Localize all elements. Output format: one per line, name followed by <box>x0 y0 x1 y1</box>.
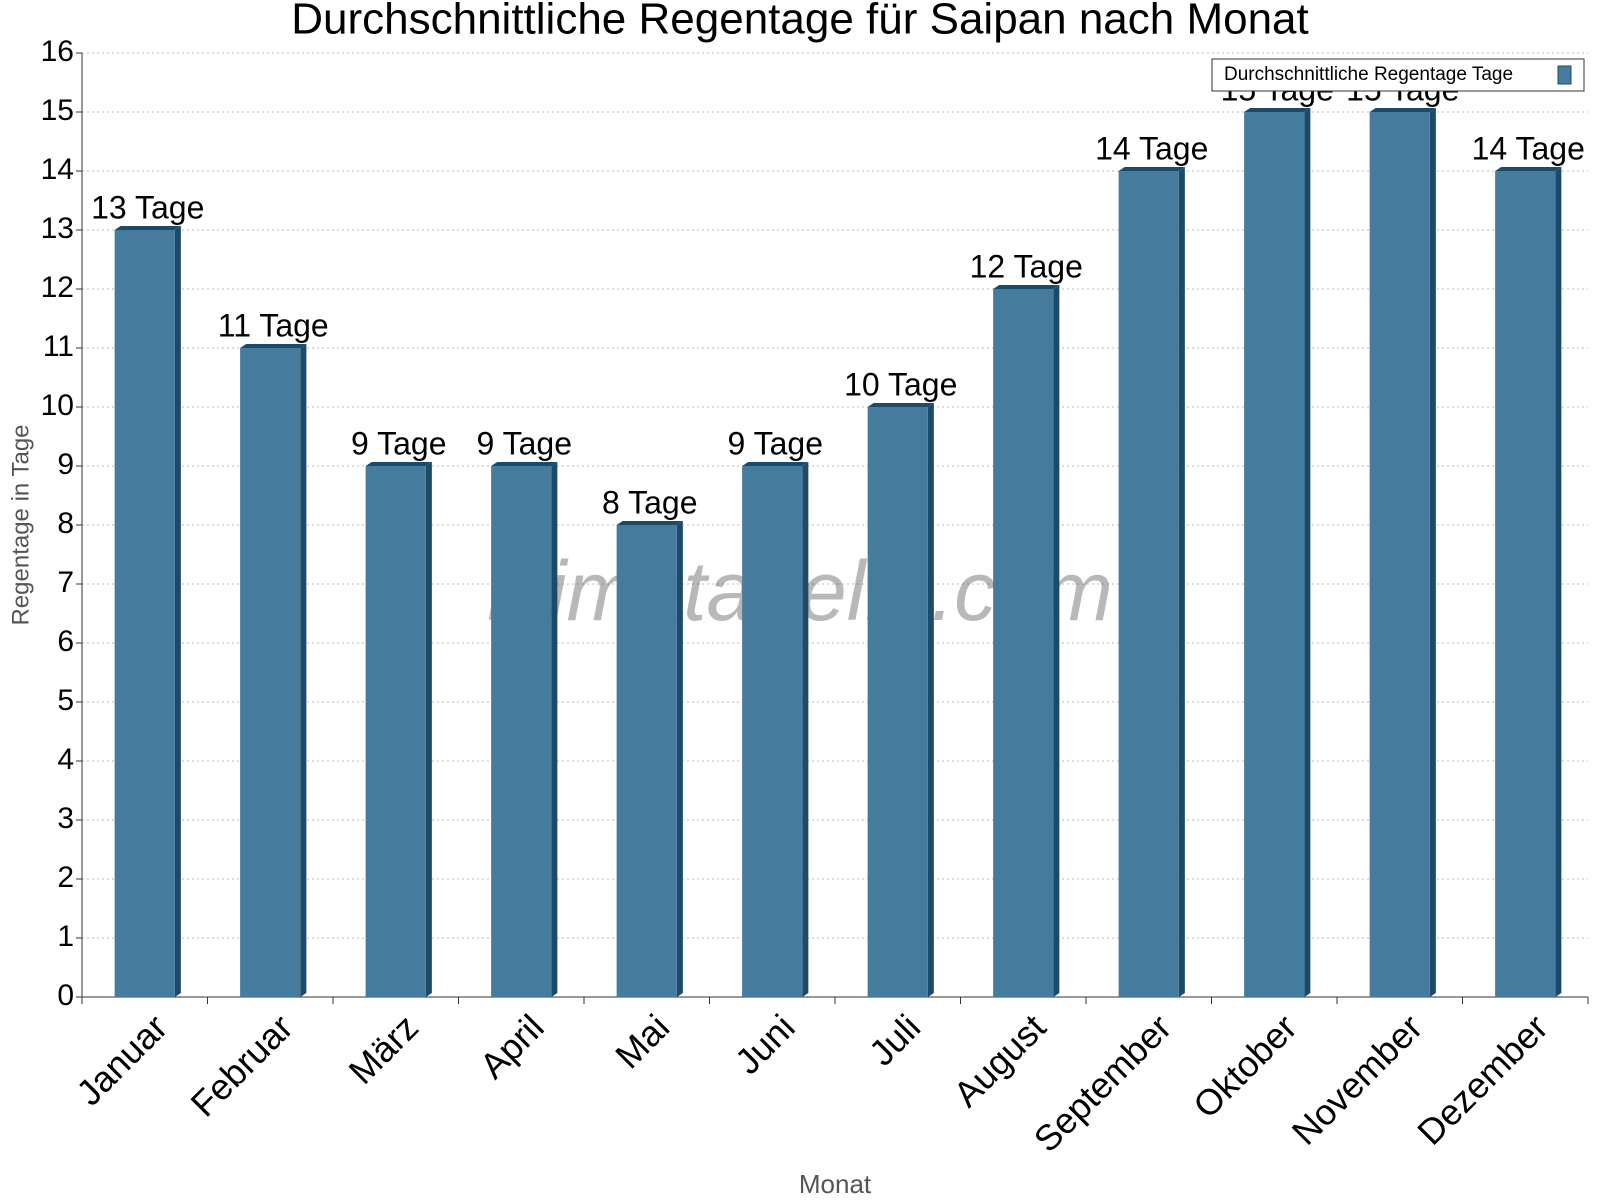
y-tick-label: 0 <box>57 979 74 1012</box>
bar-top <box>742 462 809 466</box>
x-tick-label: April <box>472 1006 552 1086</box>
bar <box>1118 171 1179 997</box>
value-label: 9 Tage <box>728 425 824 461</box>
value-label: 11 Tage <box>218 307 329 343</box>
x-tick-label: Oktober <box>1185 1006 1305 1126</box>
legend: Durchschnittliche Regentage Tage <box>1211 58 1585 92</box>
bar-side <box>1304 108 1311 997</box>
y-tick-label: 11 <box>43 330 74 363</box>
y-tick-label: 7 <box>57 566 74 599</box>
bar <box>491 466 552 997</box>
legend-swatch <box>1557 65 1572 85</box>
x-tick-label: Januar <box>68 1006 175 1113</box>
chart-title: Durchschnittliche Regentage für Saipan n… <box>291 0 1309 44</box>
bar-top <box>491 462 558 466</box>
value-label: 12 Tage <box>970 248 1083 284</box>
bar-top <box>1369 108 1436 112</box>
bar <box>114 230 175 997</box>
bar-top <box>240 344 307 348</box>
bar-side <box>802 462 809 997</box>
bar-side <box>927 403 934 997</box>
x-tick-label: März <box>341 1006 427 1092</box>
y-tick-label: 8 <box>57 507 74 540</box>
bar-top <box>1244 108 1311 112</box>
x-tick-label: Februar <box>183 1006 301 1124</box>
bar <box>867 407 928 997</box>
y-axis-title: Regentage in Tage <box>7 424 34 625</box>
x-tick-label: Dezember <box>1409 1006 1555 1152</box>
legend-label: Durchschnittliche Regentage Tage <box>1224 64 1513 85</box>
bar-side <box>1053 285 1060 997</box>
value-label: 8 Tage <box>602 484 698 520</box>
y-tick-label: 13 <box>41 212 74 245</box>
x-tick-label: November <box>1284 1006 1430 1152</box>
x-tick-label: Mai <box>607 1006 677 1076</box>
bar-top <box>365 462 432 466</box>
bar <box>742 466 803 997</box>
bar <box>616 525 677 997</box>
y-tick-label: 12 <box>41 271 74 304</box>
value-label: 10 Tage <box>844 366 957 402</box>
bar-side <box>1555 167 1562 997</box>
bar-top <box>616 521 683 525</box>
value-label: 14 Tage <box>1095 130 1208 166</box>
bar <box>1369 112 1430 997</box>
value-label: 9 Tage <box>351 425 447 461</box>
y-tick-label: 5 <box>57 684 74 717</box>
y-tick-label: 6 <box>57 625 74 658</box>
bar-side <box>425 462 432 997</box>
bar-top <box>114 226 181 230</box>
y-tick-label: 15 <box>41 94 74 127</box>
value-label: 9 Tage <box>477 425 573 461</box>
bar-side <box>551 462 558 997</box>
y-tick-label: 3 <box>57 802 74 835</box>
x-axis-title: Monat <box>799 1169 872 1199</box>
bar-top <box>1495 167 1562 171</box>
bar-top <box>993 285 1060 289</box>
x-tick-label: Juli <box>861 1006 928 1073</box>
bar-side <box>300 344 307 997</box>
bar <box>993 289 1054 997</box>
x-tick-label: Juni <box>727 1006 803 1082</box>
bar <box>365 466 426 997</box>
value-label: 14 Tage <box>1472 130 1585 166</box>
y-tick-label: 9 <box>57 448 74 481</box>
y-tick-label: 2 <box>57 861 74 894</box>
y-tick-label: 16 <box>41 35 74 68</box>
bar-side <box>1429 108 1436 997</box>
bar-top <box>1118 167 1185 171</box>
bar <box>1244 112 1305 997</box>
value-label: 13 Tage <box>91 189 204 225</box>
y-tick-label: 4 <box>57 743 74 776</box>
y-tick-label: 14 <box>41 153 74 186</box>
bar <box>1495 171 1556 997</box>
bar-top <box>867 403 934 407</box>
bar <box>240 348 301 997</box>
legend-box <box>1211 58 1585 92</box>
x-tick-label: September <box>1026 1006 1180 1160</box>
bar-side <box>174 226 181 997</box>
y-tick-label: 10 <box>41 389 74 422</box>
bar-side <box>1178 167 1185 997</box>
y-tick-label: 1 <box>57 920 74 953</box>
bar-side <box>676 521 683 997</box>
x-tick-label: August <box>945 1006 1053 1114</box>
